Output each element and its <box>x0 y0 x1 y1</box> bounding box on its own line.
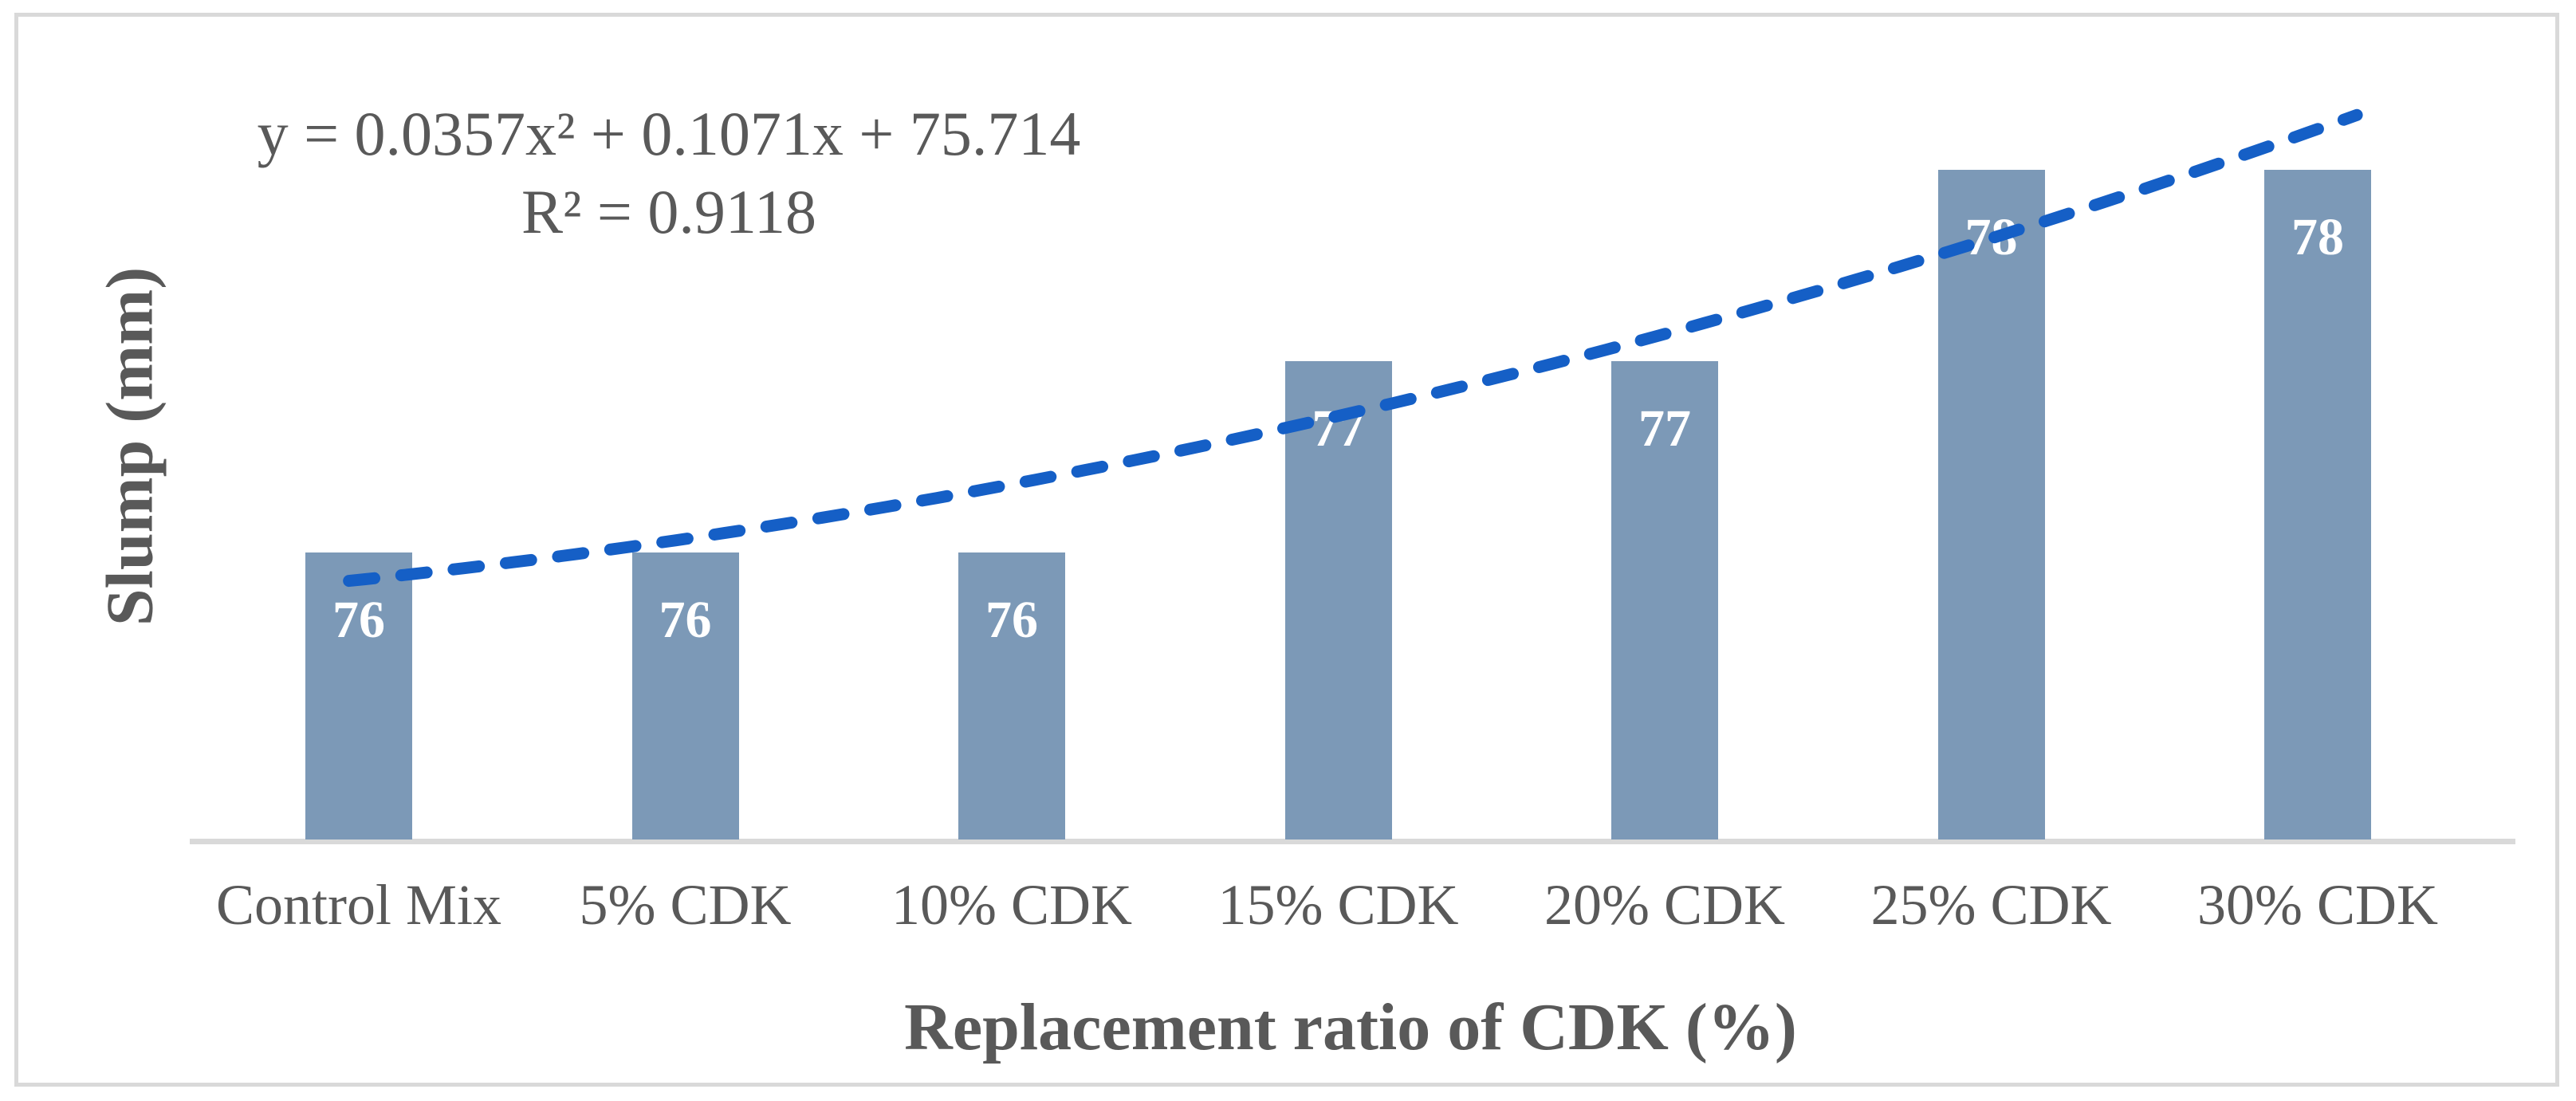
x-axis-category-label: Control Mix <box>215 873 502 937</box>
x-axis-category-label: 10% CDK <box>891 873 1132 937</box>
bar: 78 <box>2264 170 2371 840</box>
x-axis-category-label: 30% CDK <box>2197 873 2438 937</box>
bar: 76 <box>958 552 1065 840</box>
x-axis-category-label: 15% CDK <box>1217 873 1459 937</box>
bar: 76 <box>305 552 412 840</box>
bar-value-label: 78 <box>1964 208 2018 266</box>
bar: 78 <box>1937 170 2045 840</box>
bar-value-label: 76 <box>332 591 385 649</box>
x-axis-title: Replacement ratio of CDK (%) <box>904 990 1797 1064</box>
x-axis-line <box>190 839 2515 844</box>
bar-value-label: 76 <box>985 591 1038 649</box>
bar: 76 <box>631 552 739 840</box>
x-axis-category-label: 5% CDK <box>579 873 792 937</box>
bar-value-label: 77 <box>1312 399 1365 458</box>
trendline-r-squared: R² = 0.9118 <box>521 177 816 246</box>
y-axis-title: Slump (mm) <box>92 266 167 627</box>
bar-value-label: 77 <box>1638 399 1691 458</box>
x-axis-category-label: 25% CDK <box>1870 873 2112 937</box>
x-axis-category-label: 20% CDK <box>1544 873 1785 937</box>
trendline-annotation: y = 0.0357x² + 0.1071x + 75.714 R² = 0.9… <box>230 95 1107 251</box>
bar: 77 <box>1611 361 1718 840</box>
bar-value-label: 78 <box>2291 208 2344 266</box>
bar: 77 <box>1284 361 1392 840</box>
trendline-equation: y = 0.0357x² + 0.1071x + 75.714 <box>257 99 1081 168</box>
bar-value-label: 76 <box>659 591 712 649</box>
